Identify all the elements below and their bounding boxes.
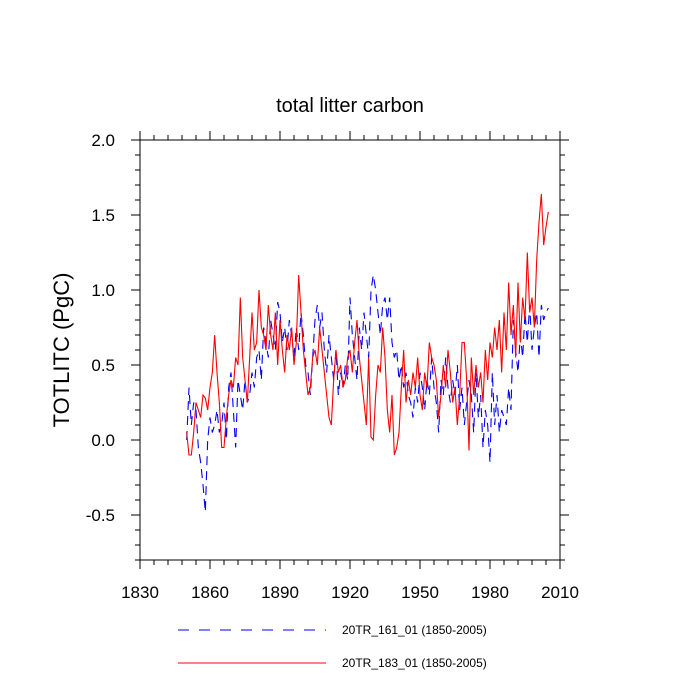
x-tick-label: 1920 — [331, 583, 369, 602]
y-tick-label: 2.0 — [91, 131, 115, 150]
y-tick-label: 0.5 — [91, 356, 115, 375]
plot-area: 1830 1860 1890 1920 1950 1980 2010 -0.5 0.0 0.5 1… — [86, 131, 579, 602]
x-tick-label: 1890 — [261, 583, 299, 602]
legend-label-2: 20TR_183_01 (1850-2005) — [342, 656, 487, 670]
x-tick-label: 1980 — [471, 583, 509, 602]
legend: 20TR_161_01 (1850-2005) 20TR_183_01 (1850… — [178, 623, 487, 670]
series-line-2 — [186, 193, 549, 456]
x-tick-label: 1830 — [121, 583, 159, 602]
chart-title: total litter carbon — [276, 95, 424, 117]
series-layer — [186, 193, 549, 513]
x-tick-labels: 1830 1860 1890 1920 1950 1980 2010 — [121, 583, 579, 602]
legend-label-1: 20TR_161_01 (1850-2005) — [342, 623, 487, 637]
y-tick-labels: -0.5 0.0 0.5 1.0 1.5 2.0 — [86, 131, 115, 525]
y-tick-label: 1.5 — [91, 206, 115, 225]
x-tick-label: 2010 — [541, 583, 579, 602]
y-tick-label: -0.5 — [86, 506, 115, 525]
y-tick-label: 1.0 — [91, 281, 115, 300]
y-tick-label: 0.0 — [91, 431, 115, 450]
x-tick-label: 1860 — [191, 583, 229, 602]
x-tick-label: 1950 — [401, 583, 439, 602]
ticks-layer — [131, 131, 569, 569]
y-axis-label: TOTLITC (PgC) — [49, 273, 74, 428]
